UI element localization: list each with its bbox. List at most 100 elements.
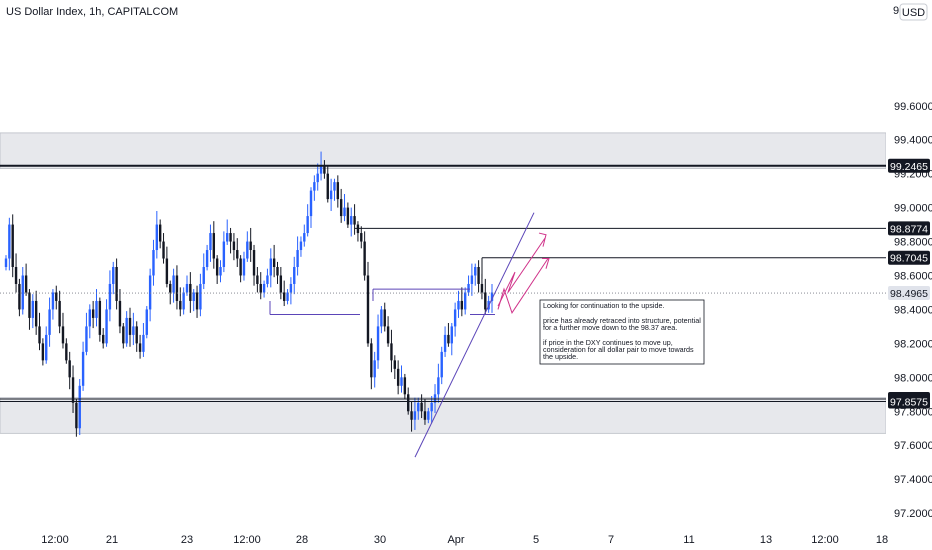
- candle-body: [155, 224, 159, 251]
- candle-body: [78, 385, 81, 429]
- candle-body: [65, 343, 68, 361]
- candle-body: [71, 377, 75, 403]
- candle-body: [440, 351, 443, 378]
- note-line-7: consideration for all dollar pair to mov…: [543, 345, 694, 354]
- candle-body: [212, 233, 216, 259]
- candle-body: [313, 182, 316, 191]
- note-line-1: Looking for continuation to the upside.: [543, 301, 664, 310]
- candle-body: [162, 241, 165, 259]
- x-tick-label: 28: [296, 534, 308, 546]
- candle-body: [390, 343, 393, 361]
- candle-body: [175, 275, 179, 301]
- price-tag-label: 99.2465: [890, 161, 928, 173]
- candle-body: [185, 283, 189, 293]
- candle-body: [447, 334, 450, 344]
- projection-arrow-1: [538, 232, 547, 247]
- candle-body: [4, 258, 8, 267]
- candle-body: [51, 292, 55, 310]
- y-tick-label: 98.4000: [894, 304, 932, 316]
- candle-body: [229, 233, 232, 242]
- time-axis[interactable]: 12:00 21 23 12:00 28 30 Apr 5 7 11 13 12:00 18: [41, 534, 888, 546]
- y-tick-label: 98.6000: [894, 270, 932, 282]
- time-axis-bg[interactable]: [0, 527, 932, 550]
- candle-body: [122, 326, 125, 344]
- candle-body: [158, 224, 162, 242]
- candle-body: [259, 283, 262, 293]
- candle-body: [279, 275, 283, 293]
- candle-body: [232, 241, 236, 251]
- candle-body: [336, 182, 340, 200]
- x-tick-label: 12:00: [41, 534, 69, 546]
- candle-body: [293, 267, 296, 284]
- candle-body: [202, 267, 205, 284]
- currency-badge[interactable]: USD: [899, 3, 928, 21]
- price-tag-bg: [888, 286, 930, 301]
- candle-body: [24, 275, 28, 293]
- candle-body: [179, 300, 182, 310]
- candle-body: [14, 267, 18, 284]
- candle-body: [48, 309, 51, 335]
- candle-body: [91, 309, 95, 318]
- zones-layer: [0, 132, 887, 434]
- x-tick-label: 21: [106, 534, 118, 546]
- price-axis[interactable]: 99.600099.400099.200099.000098.800098.60…: [894, 101, 932, 520]
- annotation-note[interactable]: Looking for continuation to the upside. …: [539, 299, 705, 365]
- candle-body: [105, 309, 108, 344]
- trend-line: [414, 212, 535, 458]
- candle-body: [195, 292, 199, 310]
- candle-body: [256, 275, 259, 284]
- price-tag-bg: [888, 394, 930, 409]
- candle-body: [353, 216, 356, 225]
- candle-body: [400, 377, 403, 386]
- candle-body: [363, 241, 366, 276]
- candle-body: [215, 258, 219, 276]
- x-tick-label: Apr: [447, 534, 464, 546]
- candle-body: [339, 199, 343, 217]
- candle-body: [396, 368, 400, 386]
- candle-body: [360, 233, 363, 242]
- candle-body: [249, 241, 252, 251]
- x-tick-label: 5: [533, 534, 539, 546]
- candle-body: [236, 250, 239, 259]
- candle-body: [142, 334, 145, 352]
- candle-body: [148, 275, 152, 310]
- y-tick-label: 98.2000: [894, 338, 932, 350]
- candle-body: [437, 377, 440, 395]
- candle-body: [403, 377, 407, 395]
- candle-body: [118, 300, 122, 327]
- x-tick-label: 12:00: [233, 534, 261, 546]
- x-tick-label: 11: [683, 534, 694, 546]
- candle-body: [95, 300, 98, 318]
- y-tick-label: 98.8000: [894, 237, 932, 249]
- candle-body: [303, 233, 306, 242]
- zone-rect-1: [0, 397, 887, 434]
- candle-body: [306, 216, 309, 234]
- projection-path-2: [497, 258, 549, 314]
- candle-body: [68, 360, 71, 378]
- candle-body: [41, 343, 45, 361]
- candle-body: [132, 326, 135, 335]
- zone-rect-0: [0, 132, 887, 169]
- candle-body: [219, 267, 222, 276]
- price-tag-label: 97.8575: [890, 397, 928, 409]
- candle-body: [420, 402, 423, 412]
- drawings-layer: [269, 212, 550, 458]
- candle-body: [38, 326, 41, 344]
- candle-body: [490, 292, 494, 301]
- candle-body: [138, 343, 142, 352]
- candle-body: [282, 292, 286, 301]
- candle-body: [28, 292, 31, 318]
- candle-body: [410, 411, 413, 420]
- candle-body: [11, 224, 14, 267]
- candle-body: [88, 309, 91, 327]
- candle-body: [343, 207, 346, 217]
- price-tag-bg: [888, 158, 930, 173]
- candle-body: [21, 275, 24, 310]
- candle-body: [192, 292, 195, 301]
- candle-body: [326, 173, 329, 200]
- candle-body: [386, 326, 390, 344]
- y-tick-label: 99.4000: [894, 135, 932, 147]
- price-tag-label: 98.8774: [890, 223, 928, 235]
- top-price-cut: 9: [893, 5, 899, 17]
